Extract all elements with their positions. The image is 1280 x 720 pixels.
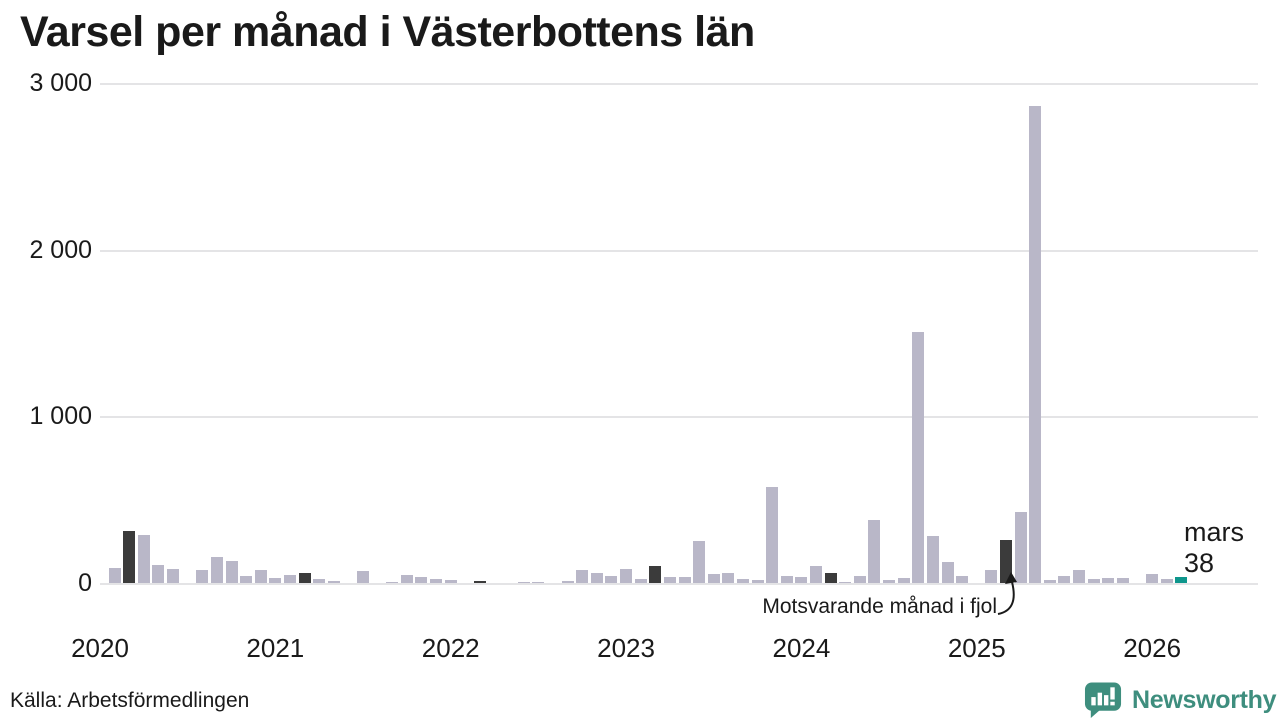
bar-2020-09 — [210, 556, 223, 584]
bar-2025-07 — [1058, 576, 1071, 584]
bar-2023-12 — [780, 576, 793, 584]
current-month-label: mars 38 — [1184, 517, 1244, 579]
bar-2023-06 — [693, 540, 706, 584]
chart-title: Varsel per månad i Västerbottens län — [20, 8, 755, 56]
x-axis-tick-label: 2021 — [246, 633, 305, 663]
bar-2022-07 — [532, 581, 545, 584]
x-axis-tick-label: 2020 — [71, 633, 129, 663]
y-axis-tick-label: 0 — [78, 568, 92, 597]
bar-2023-01 — [620, 568, 633, 584]
annotation-same-month-last-year: Motsvarande månad i fjol — [762, 595, 997, 618]
bar-2024-12 — [956, 575, 969, 584]
bar-same-month-prior-year-2023-03 — [649, 565, 662, 584]
bar-2021-05 — [327, 581, 340, 584]
bar-2022-12 — [605, 576, 618, 584]
bar-2023-02 — [634, 578, 647, 584]
annotation-arrow-icon — [997, 572, 1017, 615]
bar-2024-06 — [868, 520, 881, 584]
bar-2024-02 — [810, 566, 823, 584]
bar-2020-12 — [254, 570, 267, 584]
y-axis-tick-label: 3 000 — [29, 69, 92, 97]
newsworthy-brand-name: Newsworthy — [1132, 685, 1277, 714]
bar-2025-04 — [1014, 511, 1027, 584]
source-credit: Källa: Arbetsförmedlingen — [10, 689, 250, 712]
bar-2026-02 — [1160, 578, 1173, 584]
bar-2021-10 — [400, 575, 413, 584]
bar-2023-04 — [663, 576, 676, 584]
bar-2022-11 — [590, 572, 603, 584]
y-axis-tick-label: 1 000 — [29, 402, 92, 430]
bar-2020-04 — [137, 534, 150, 584]
bar-2021-07 — [357, 570, 370, 584]
bar-2025-02 — [985, 569, 998, 584]
bar-2025-10 — [1102, 577, 1115, 584]
bar-2021-04 — [313, 578, 326, 584]
bar-2020-02 — [108, 567, 121, 584]
bar-2021-02 — [283, 575, 296, 584]
bar-2025-09 — [1087, 579, 1100, 584]
bar-2025-05 — [1029, 105, 1042, 584]
bar-2023-10 — [751, 580, 764, 584]
bar-2021-11 — [415, 576, 428, 584]
bar-2024-01 — [795, 577, 808, 584]
bar-2025-06 — [1043, 580, 1056, 584]
bar-2025-11 — [1116, 577, 1129, 584]
bar-2023-07 — [707, 573, 720, 584]
bar-2024-09 — [912, 331, 925, 584]
bar-same-month-prior-year-2024-03 — [824, 572, 837, 584]
bar-2025-08 — [1073, 570, 1086, 584]
bar-2024-04 — [839, 581, 852, 584]
bar-2022-09 — [561, 580, 574, 584]
bar-same-month-prior-year-2020-03 — [123, 531, 136, 584]
x-axis-tick-label: 2023 — [597, 633, 655, 663]
bar-2024-07 — [883, 580, 896, 584]
bar-current-month-2026-03 — [1175, 577, 1188, 584]
bar-2020-08 — [196, 570, 209, 584]
bar-2026-01 — [1146, 574, 1159, 584]
newsworthy-speech-bubble-chart-icon — [1084, 682, 1122, 719]
current-month-name: mars — [1184, 517, 1244, 547]
x-axis-tick-label: 2024 — [772, 633, 831, 663]
bar-2023-05 — [678, 577, 691, 584]
bar-2023-08 — [722, 572, 735, 584]
bar-same-month-prior-year-2021-03 — [298, 572, 311, 584]
bar-2021-01 — [269, 577, 282, 584]
x-axis-tick-label: 2022 — [421, 633, 480, 663]
bar-2024-05 — [853, 576, 866, 584]
bar-same-month-prior-year-2025-03 — [1000, 539, 1012, 584]
gridline-1000 — [100, 416, 1258, 418]
bar-2024-08 — [897, 577, 910, 584]
gridline-0 — [100, 582, 1258, 585]
newsworthy-brand: Newsworthy — [1084, 681, 1277, 719]
bar-2020-10 — [225, 561, 238, 584]
x-axis-tick-label: 2025 — [947, 633, 1006, 663]
bar-2021-09 — [386, 581, 399, 584]
y-axis-tick-label: 2 000 — [29, 235, 92, 264]
bar-2022-01 — [444, 579, 457, 584]
gridline-3000 — [100, 83, 1258, 85]
bar-2024-10 — [926, 535, 939, 584]
bar-2020-06 — [167, 569, 180, 584]
bar-same-month-prior-year-2022-03 — [473, 580, 486, 584]
bar-2020-05 — [152, 564, 165, 584]
bar-2022-10 — [576, 570, 589, 584]
bar-2024-11 — [941, 561, 954, 584]
bar-2022-06 — [517, 581, 530, 584]
bar-2023-11 — [766, 486, 779, 584]
bar-2021-12 — [430, 579, 443, 584]
bar-2023-09 — [736, 578, 749, 584]
current-month-value: 38 — [1184, 548, 1215, 578]
x-axis-tick-label: 2026 — [1123, 633, 1182, 663]
gridline-2000 — [100, 249, 1258, 252]
bar-2020-11 — [240, 575, 253, 584]
